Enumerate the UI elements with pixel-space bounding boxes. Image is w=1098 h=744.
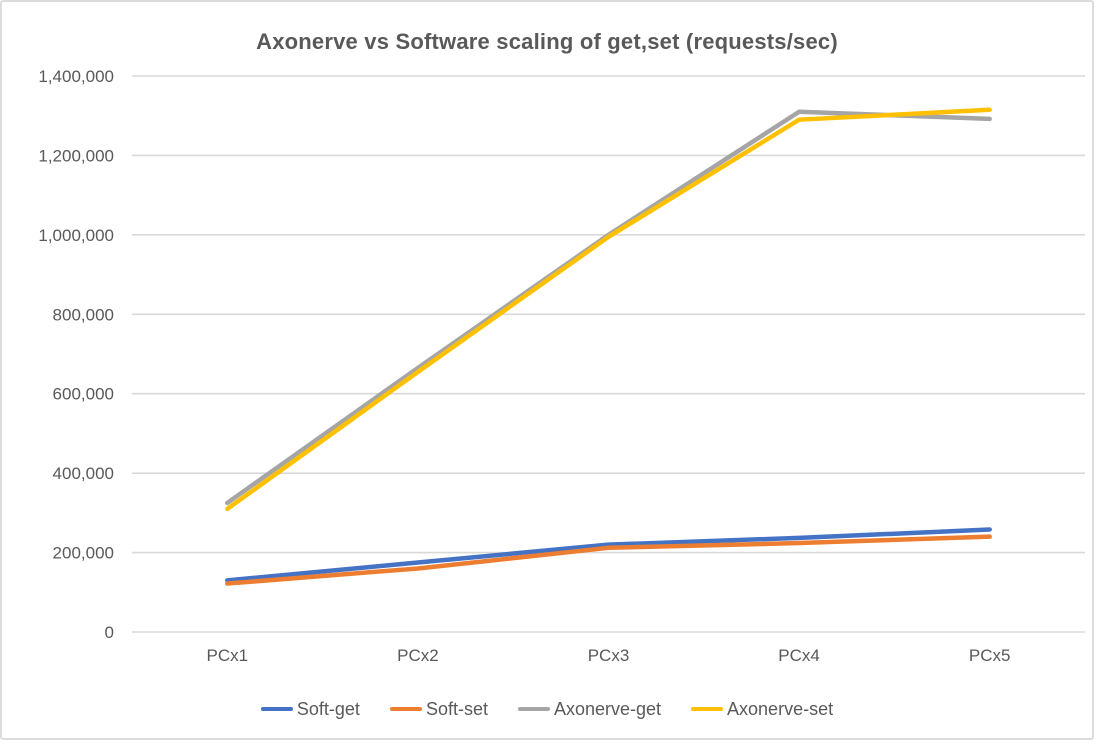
x-axis-category-label: PCx3: [588, 646, 630, 665]
legend-label: Soft-set: [425, 698, 488, 719]
series-line-soft-set: [225, 534, 992, 586]
x-axis-category-label: PCx1: [207, 646, 249, 665]
legend-label: Axonerve-set: [727, 698, 834, 719]
series-line-axonerve-get: [225, 109, 992, 506]
y-axis-tick-label: 1,400,000: [38, 67, 114, 86]
chart-legend: Soft-get Soft-set Axonerve-get Axonerve-set: [2, 694, 1092, 724]
y-axis-tick-label: 200,000: [53, 544, 114, 563]
y-axis-tick-label: 800,000: [53, 305, 114, 324]
series-line-soft-get: [225, 527, 992, 583]
y-axis-tick-label: 600,000: [53, 385, 114, 404]
legend-label: Soft-get: [296, 698, 360, 719]
legend-item-axonerve-set: Axonerve-set: [691, 699, 833, 720]
x-axis-category-label: PCx4: [778, 646, 820, 665]
legend-item-axonerve-get: Axonerve-get: [517, 698, 662, 720]
y-axis-tick-label: 1,200,000: [38, 146, 114, 165]
legend-label: Axonerve-get: [553, 698, 662, 719]
y-axis-tick-label: 1,000,000: [38, 226, 114, 245]
legend-swatch-icon: [691, 706, 724, 712]
chart-title: Axonerve vs Software scaling of get,set …: [256, 29, 838, 54]
legend-item-soft-set: Soft-set: [389, 698, 488, 720]
y-axis-tick-label: 0: [105, 623, 114, 642]
x-axis-category-label: PCx5: [969, 646, 1011, 665]
legend-swatch-icon: [260, 706, 293, 712]
y-axis-tick-label: 400,000: [53, 464, 114, 483]
legend-swatch-icon: [389, 706, 422, 712]
legend-swatch-icon: [517, 706, 550, 712]
series-line-axonerve-set: [225, 107, 992, 512]
x-axis-category-label: PCx2: [397, 646, 439, 665]
legend-item-soft-get: Soft-get: [260, 698, 360, 720]
